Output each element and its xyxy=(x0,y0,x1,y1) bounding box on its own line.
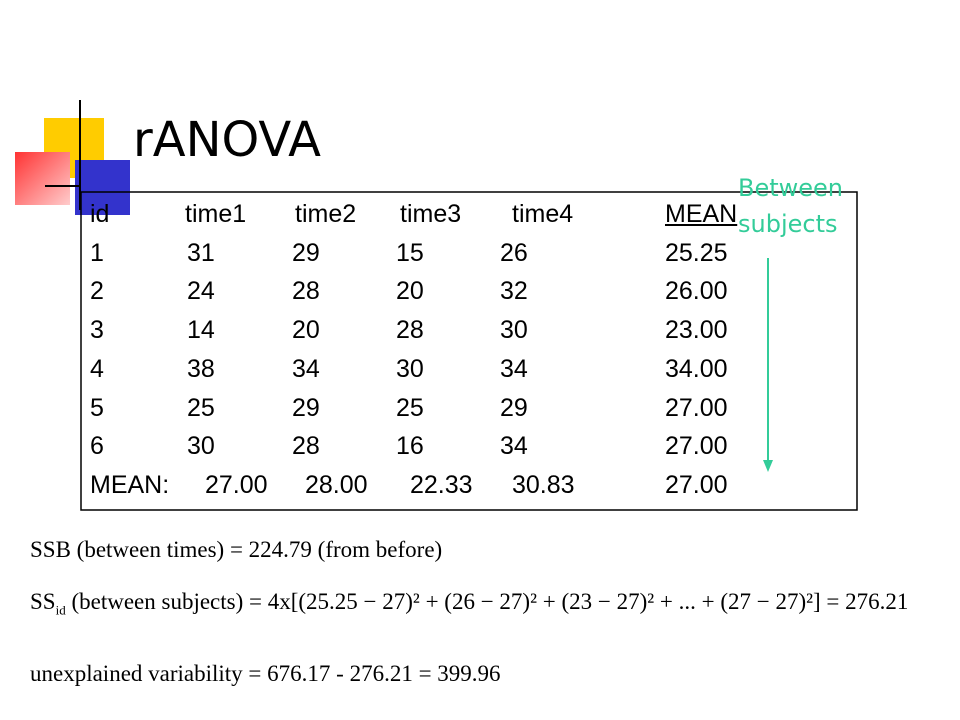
footer-cell: 30.83 xyxy=(512,470,575,499)
table-cell: 15 xyxy=(396,238,424,267)
table-cell: 27.00 xyxy=(665,432,728,461)
table-cell: 32 xyxy=(500,277,528,306)
table-cell: 2 xyxy=(90,277,104,306)
footer-cell: MEAN: xyxy=(90,470,170,499)
table-cell: 30 xyxy=(500,316,528,345)
table-cell: 6 xyxy=(90,432,104,461)
header-cell: id xyxy=(90,200,110,228)
table-cell: 5 xyxy=(90,393,104,422)
table-cell: 14 xyxy=(187,316,215,345)
table-cell: 25 xyxy=(187,393,215,422)
table-cell: 28 xyxy=(396,316,424,345)
footer-cell: 22.33 xyxy=(410,470,473,499)
table-cell: 30 xyxy=(396,354,424,383)
table-cell: 25.25 xyxy=(665,238,728,267)
table-cell: 1 xyxy=(90,238,104,267)
table-cell: 29 xyxy=(292,238,320,267)
table-cell: 34 xyxy=(292,354,320,383)
annotation: Between subjects xyxy=(738,174,844,238)
table-cell: 31 xyxy=(187,238,215,267)
table-cell: 20 xyxy=(396,277,424,306)
table-cell: 29 xyxy=(292,393,320,422)
formula: SSB (between times) = 224.79 (from befor… xyxy=(30,537,443,562)
table-cell: 28 xyxy=(292,277,320,306)
header-cell: time3 xyxy=(400,200,462,228)
table-cell: 16 xyxy=(396,432,424,461)
footer-cell: 28.00 xyxy=(305,470,368,499)
formula: SSid (between subjects) = 4x[(25.25 − 27… xyxy=(30,589,908,619)
footer-cell: 27.00 xyxy=(665,470,728,499)
table-cell: 25 xyxy=(396,393,424,422)
footer-cell: 27.00 xyxy=(205,470,268,499)
header-cell: time1 xyxy=(185,200,247,228)
table-cell: 34 xyxy=(500,432,528,461)
table-cell: 30 xyxy=(187,432,215,461)
table-cell: 24 xyxy=(187,277,215,306)
table-cell: 4 xyxy=(90,354,104,383)
header-cell: time4 xyxy=(512,200,574,228)
table-cell: 34 xyxy=(500,354,528,383)
formula: unexplained variability = 676.17 - 276.2… xyxy=(30,661,501,686)
table-cell: 23.00 xyxy=(665,316,728,345)
header-cell: time2 xyxy=(295,200,357,228)
header-cell: MEAN xyxy=(665,200,738,228)
table-cell: 34.00 xyxy=(665,354,728,383)
table-cell: 20 xyxy=(292,316,320,345)
table-cell: 3 xyxy=(90,316,104,345)
table-cell: 29 xyxy=(500,393,528,422)
formula-symbol: SS xyxy=(30,589,56,614)
table-cell: 27.00 xyxy=(665,393,728,422)
table-cell: 26 xyxy=(500,238,528,267)
table-cell: 28 xyxy=(292,432,320,461)
table-cell: 38 xyxy=(187,354,215,383)
formula-subscript: id xyxy=(55,602,66,618)
formula-text: (between subjects) = 4x[(25.25 − 27)² + … xyxy=(65,589,909,614)
slide-title: rANOVA xyxy=(133,112,322,168)
table-cell: 26.00 xyxy=(665,277,728,306)
